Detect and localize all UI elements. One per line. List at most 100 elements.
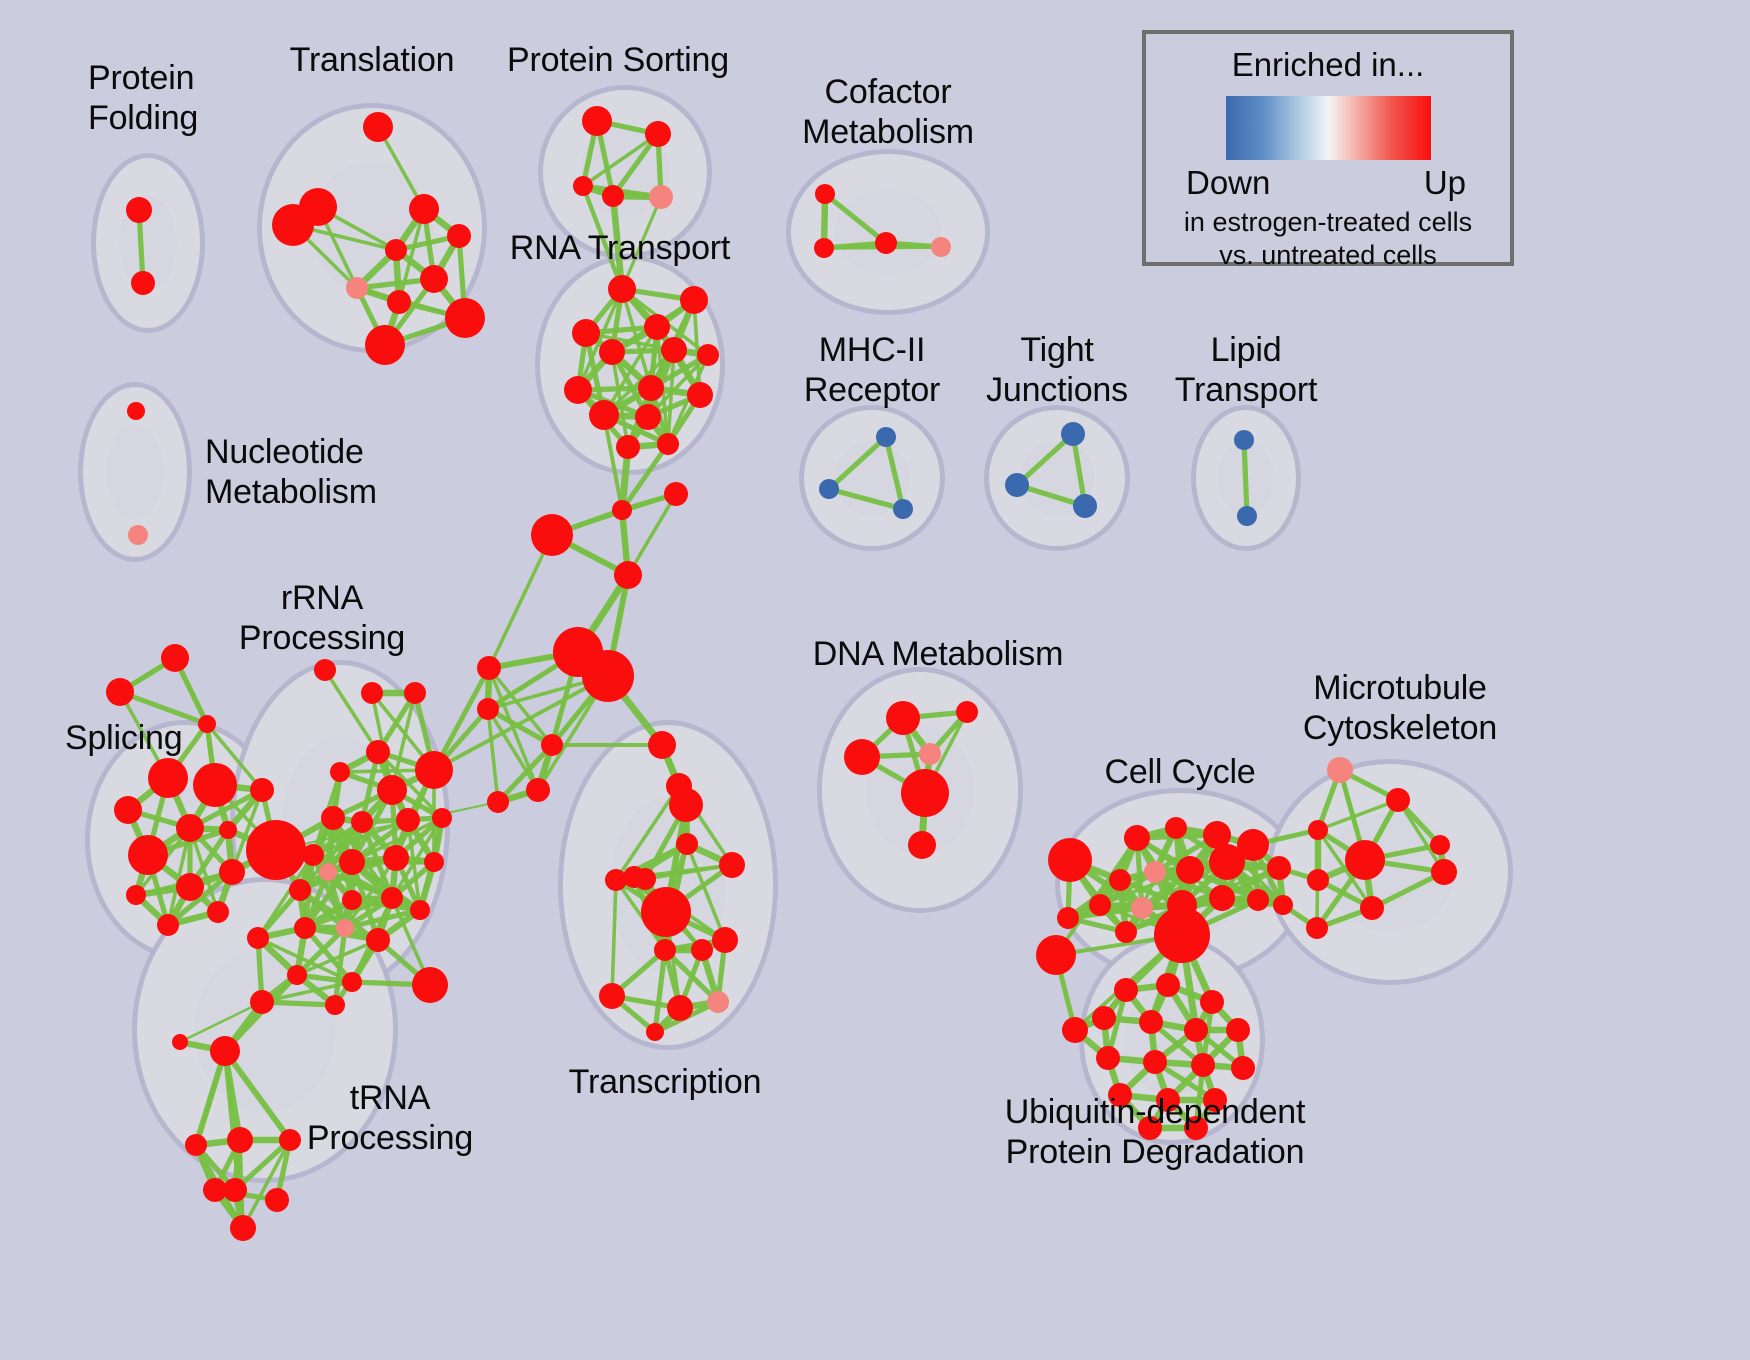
network-node[interactable] [424,852,444,872]
network-node[interactable] [541,734,563,756]
network-node[interactable] [612,500,632,520]
network-node[interactable] [339,849,365,875]
network-node[interactable] [634,868,656,890]
network-node[interactable] [114,796,142,824]
network-node[interactable] [1108,1083,1132,1107]
network-node[interactable] [526,778,550,802]
network-node[interactable] [1165,817,1187,839]
network-node[interactable] [265,1188,289,1212]
network-node[interactable] [289,879,311,901]
network-node[interactable] [908,831,936,859]
network-node[interactable] [1144,861,1166,883]
network-node[interactable] [1109,869,1131,891]
network-node[interactable] [1176,856,1204,884]
network-node[interactable] [447,224,471,248]
network-node[interactable] [420,265,448,293]
network-node[interactable] [1308,820,1328,840]
network-node[interactable] [956,701,978,723]
network-node[interactable] [250,778,274,802]
network-node[interactable] [325,995,345,1015]
network-node[interactable] [361,682,383,704]
network-node[interactable] [616,435,640,459]
network-node[interactable] [193,763,237,807]
network-node[interactable] [219,821,237,839]
network-node[interactable] [697,344,719,366]
network-node[interactable] [1306,917,1328,939]
network-node[interactable] [1203,1088,1227,1112]
network-node[interactable] [676,833,698,855]
network-node[interactable] [1209,844,1245,880]
network-node[interactable] [1156,973,1180,997]
network-node[interactable] [614,561,642,589]
network-node[interactable] [1191,1053,1215,1077]
network-node[interactable] [691,939,713,961]
network-node[interactable] [1156,1088,1180,1112]
network-node[interactable] [409,194,439,224]
network-node[interactable] [287,965,307,985]
network-node[interactable] [294,917,316,939]
network-node[interactable] [638,375,664,401]
network-node[interactable] [1061,422,1085,446]
network-node[interactable] [279,1129,301,1151]
network-node[interactable] [646,1023,664,1041]
network-node[interactable] [1234,430,1254,450]
network-node[interactable] [321,806,345,830]
network-node[interactable] [106,678,134,706]
network-node[interactable] [412,967,448,1003]
network-node[interactable] [185,1134,207,1156]
network-node[interactable] [385,239,407,261]
network-node[interactable] [1114,978,1138,1002]
network-node[interactable] [487,791,509,813]
network-node[interactable] [664,482,688,506]
network-node[interactable] [1154,907,1210,963]
network-node[interactable] [1062,1017,1088,1043]
network-node[interactable] [302,844,324,866]
network-node[interactable] [564,376,592,404]
network-node[interactable] [161,644,189,672]
network-node[interactable] [876,427,896,447]
network-node[interactable] [1036,935,1076,975]
network-node[interactable] [573,176,593,196]
network-node[interactable] [1138,1116,1162,1140]
network-node[interactable] [648,731,676,759]
network-node[interactable] [919,743,941,765]
network-node[interactable] [383,845,409,871]
network-node[interactable] [649,185,673,209]
network-node[interactable] [641,887,691,937]
network-node[interactable] [128,835,168,875]
network-node[interactable] [198,715,216,733]
network-node[interactable] [477,656,501,680]
network-node[interactable] [814,238,834,258]
network-node[interactable] [819,479,839,499]
network-node[interactable] [1184,1018,1208,1042]
network-node[interactable] [599,983,625,1009]
network-node[interactable] [680,286,708,314]
network-node[interactable] [176,873,204,901]
network-node[interactable] [230,1215,256,1241]
network-node[interactable] [387,290,411,314]
network-node[interactable] [572,319,600,347]
network-node[interactable] [1131,897,1153,919]
network-node[interactable] [1360,896,1384,920]
network-node[interactable] [931,237,951,257]
network-node[interactable] [589,400,619,430]
network-node[interactable] [410,900,430,920]
network-node[interactable] [1273,895,1293,915]
network-node[interactable] [477,698,499,720]
network-node[interactable] [886,701,920,735]
network-node[interactable] [365,325,405,365]
network-node[interactable] [219,859,245,885]
network-node[interactable] [605,869,627,891]
network-node[interactable] [366,740,390,764]
network-node[interactable] [157,914,179,936]
network-node[interactable] [342,972,362,992]
network-node[interactable] [1307,869,1329,891]
network-node[interactable] [1005,473,1029,497]
network-node[interactable] [1209,885,1235,911]
network-node[interactable] [1267,856,1291,880]
network-node[interactable] [1184,1116,1208,1140]
network-node[interactable] [1430,835,1450,855]
network-node[interactable] [1115,921,1137,943]
network-node[interactable] [346,277,368,299]
network-node[interactable] [635,404,661,430]
